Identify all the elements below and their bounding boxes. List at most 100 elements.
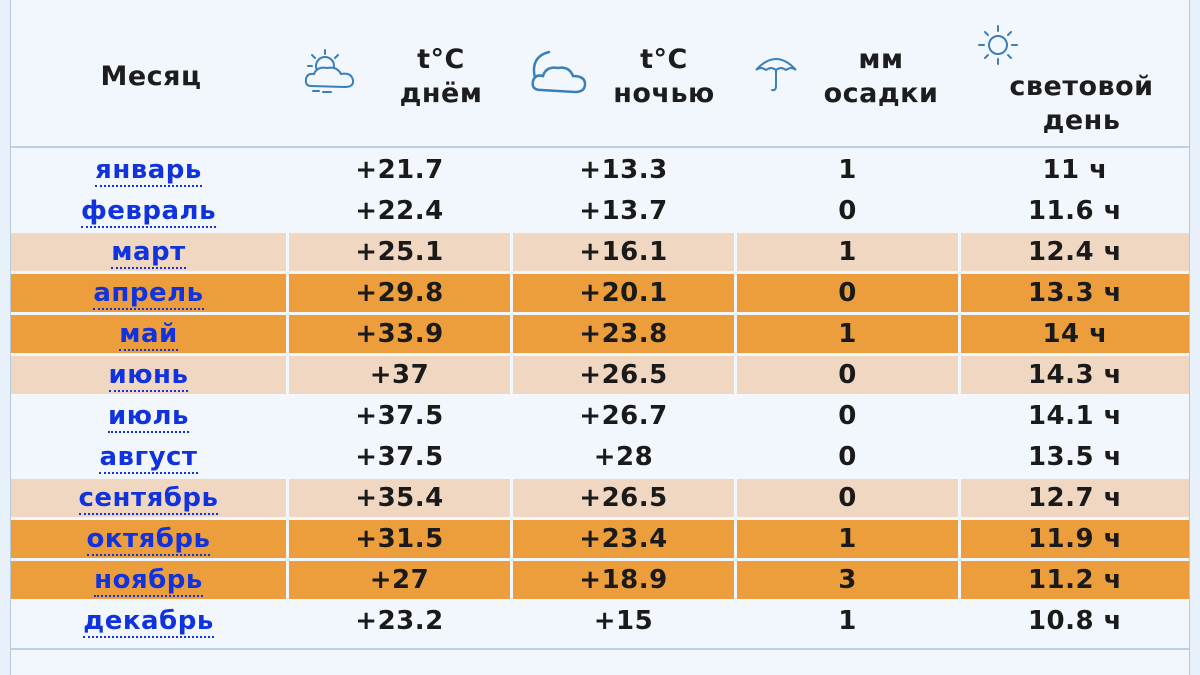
- header-precip-label: осадки: [823, 78, 939, 109]
- daylight-cell-value: 14.1 ч: [1027, 401, 1123, 431]
- night-temp-cell-value: +26.7: [579, 401, 668, 431]
- month-link[interactable]: ноябрь: [94, 565, 203, 597]
- day-temp-cell: +25.1: [289, 233, 510, 271]
- header-precip-unit: мм: [858, 44, 904, 75]
- umbrella-icon: [755, 58, 797, 92]
- day-temp-cell: +21.7: [289, 151, 510, 189]
- table-body: январь +21.7 +13.3 1 11 ч февраль +22.4 +13.7 0 1…: [11, 151, 1189, 643]
- daylight-cell: 11 ч: [961, 151, 1189, 189]
- month-cell: апрель: [11, 274, 286, 312]
- daylight-cell: 14.3 ч: [961, 356, 1189, 394]
- night-temp-cell: +16.1: [513, 233, 734, 271]
- table-row: сентябрь +35.4 +26.5 0 12.7 ч: [11, 479, 1189, 517]
- sun-behind-cloud-icon: [304, 49, 355, 93]
- header-divider: [11, 146, 1189, 148]
- table-row: апрель +29.8 +20.1 0 13.3 ч: [11, 274, 1189, 312]
- month-link[interactable]: январь: [95, 155, 202, 187]
- daylight-cell: 11.6 ч: [961, 192, 1189, 230]
- night-temp-cell: +20.1: [513, 274, 734, 312]
- night-temp-cell-value: +13.7: [579, 196, 668, 226]
- precip-cell-value: 0: [838, 483, 857, 513]
- day-temp-cell-value: +27: [369, 565, 430, 595]
- month-link[interactable]: октябрь: [86, 524, 211, 556]
- table-row: март +25.1 +16.1 1 12.4 ч: [11, 233, 1189, 271]
- night-temp-cell-value: +23.4: [579, 524, 668, 554]
- day-temp-cell-value: +25.1: [355, 237, 444, 267]
- month-cell: июнь: [11, 356, 286, 394]
- daylight-cell-value: 13.5 ч: [1027, 442, 1123, 472]
- precip-cell: 1: [737, 602, 958, 640]
- daylight-cell-value: 11 ч: [1042, 155, 1108, 185]
- precip-cell: 1: [737, 315, 958, 353]
- month-link[interactable]: март: [111, 237, 186, 269]
- header-night-temp-label: ночью: [613, 78, 715, 109]
- precip-cell: 0: [737, 274, 958, 312]
- day-temp-cell-value: +37: [369, 360, 430, 390]
- day-temp-cell: +23.2: [289, 602, 510, 640]
- month-cell: ноябрь: [11, 561, 286, 599]
- precip-cell-value: 1: [838, 524, 857, 554]
- daylight-cell: 13.5 ч: [961, 438, 1189, 476]
- day-temp-cell-value: +37.5: [355, 442, 444, 472]
- precip-cell-value: 0: [838, 196, 857, 226]
- daylight-cell: 12.7 ч: [961, 479, 1189, 517]
- day-temp-cell-value: +22.4: [355, 196, 444, 226]
- daylight-cell: 10.8 ч: [961, 602, 1189, 640]
- header-day-temp-label: днём: [399, 78, 483, 109]
- precip-cell: 0: [737, 356, 958, 394]
- daylight-cell-value: 11.9 ч: [1027, 524, 1123, 554]
- header-precip: мм осадки: [811, 43, 951, 111]
- table-row: январь +21.7 +13.3 1 11 ч: [11, 151, 1189, 189]
- daylight-cell: 14 ч: [961, 315, 1189, 353]
- day-temp-cell: +31.5: [289, 520, 510, 558]
- header-day-temp: t°C днём: [381, 43, 501, 111]
- daylight-cell-value: 11.2 ч: [1027, 565, 1123, 595]
- precip-cell: 3: [737, 561, 958, 599]
- table-row: февраль +22.4 +13.7 0 11.6 ч: [11, 192, 1189, 230]
- daylight-cell-value: 14 ч: [1042, 319, 1108, 349]
- daylight-cell: 11.9 ч: [961, 520, 1189, 558]
- daylight-cell-value: 12.7 ч: [1027, 483, 1123, 513]
- precip-cell-value: 3: [838, 565, 857, 595]
- header-day-temp-unit: t°C: [417, 44, 465, 75]
- precip-cell: 0: [737, 192, 958, 230]
- night-temp-cell-value: +28: [593, 442, 654, 472]
- table-row: август +37.5 +28 0 13.5 ч: [11, 438, 1189, 476]
- table-row: ноябрь +27 +18.9 3 11.2 ч: [11, 561, 1189, 599]
- table-row: июль +37.5 +26.7 0 14.1 ч: [11, 397, 1189, 435]
- daylight-cell-value: 10.8 ч: [1027, 606, 1123, 636]
- night-temp-cell: +28: [513, 438, 734, 476]
- precip-cell-value: 0: [838, 401, 857, 431]
- month-link[interactable]: август: [99, 442, 198, 474]
- daylight-cell: 13.3 ч: [961, 274, 1189, 312]
- month-link[interactable]: июль: [108, 401, 189, 433]
- precip-cell-value: 1: [838, 237, 857, 267]
- precip-cell: 1: [737, 151, 958, 189]
- month-cell: март: [11, 233, 286, 271]
- night-temp-cell: +13.3: [513, 151, 734, 189]
- month-link[interactable]: сентябрь: [78, 483, 219, 515]
- day-temp-cell-value: +23.2: [355, 606, 444, 636]
- month-link[interactable]: февраль: [80, 196, 217, 228]
- day-temp-cell: +27: [289, 561, 510, 599]
- month-cell: январь: [11, 151, 286, 189]
- daylight-cell-value: 12.4 ч: [1027, 237, 1123, 267]
- daylight-cell: 12.4 ч: [961, 233, 1189, 271]
- month-cell: декабрь: [11, 602, 286, 640]
- month-link[interactable]: апрель: [93, 278, 204, 310]
- day-temp-cell: +37.5: [289, 397, 510, 435]
- night-temp-cell-value: +20.1: [579, 278, 668, 308]
- precip-cell: 1: [737, 233, 958, 271]
- table-header: Месяц t°C днём t°C: [11, 0, 1189, 146]
- month-link[interactable]: декабрь: [83, 606, 214, 638]
- sun-icon: [978, 25, 1018, 65]
- month-link[interactable]: июнь: [108, 360, 189, 392]
- month-cell: июль: [11, 397, 286, 435]
- month-link[interactable]: май: [119, 319, 178, 351]
- precip-cell: 0: [737, 438, 958, 476]
- precip-cell-value: 1: [838, 319, 857, 349]
- header-month-label: Месяц: [100, 61, 202, 92]
- day-temp-cell: +29.8: [289, 274, 510, 312]
- moon-cloud-icon: [531, 50, 587, 94]
- night-temp-cell: +23.4: [513, 520, 734, 558]
